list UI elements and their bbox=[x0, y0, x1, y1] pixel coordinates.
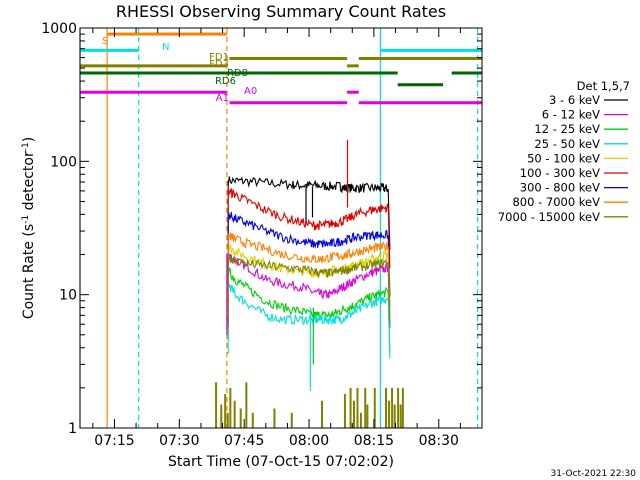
series-line-5 bbox=[227, 187, 391, 269]
legend-label-4: 50 - 100 keV bbox=[527, 151, 600, 165]
olive-bar-25 bbox=[399, 404, 402, 428]
olive-bar-12 bbox=[343, 393, 346, 428]
chart-title: RHESSI Observing Summary Count Rates bbox=[116, 2, 446, 21]
series-line-6 bbox=[227, 211, 391, 296]
olive-bar-23 bbox=[393, 404, 396, 428]
x-tick-label: 07:45 bbox=[224, 433, 264, 449]
legend-label-7: 800 - 7000 keV bbox=[512, 195, 600, 209]
olive-bar-26 bbox=[401, 387, 404, 428]
plot-area bbox=[79, 28, 479, 428]
olive-bar-13 bbox=[349, 387, 352, 428]
olive-bar-6 bbox=[239, 408, 242, 428]
flag-label-N: N bbox=[162, 42, 169, 53]
x-tick-label: 07:30 bbox=[159, 433, 199, 449]
olive-bar-14 bbox=[353, 400, 356, 428]
legend-label-6: 300 - 800 keV bbox=[520, 181, 600, 195]
y-axis-label-main: Count Rate (s bbox=[21, 224, 37, 319]
axes: 1 10 100 1000 07:15 07:30 07:45 08:00 08:15 08:30 bbox=[41, 21, 483, 449]
olive-bar-11 bbox=[321, 400, 324, 428]
y-tick-label: 1 bbox=[68, 421, 77, 437]
series-line-7 bbox=[227, 232, 391, 308]
series-line-3 bbox=[227, 282, 391, 359]
legend-title: Det 1,5,7 bbox=[577, 79, 630, 93]
olive-bar-20 bbox=[385, 387, 388, 428]
olive-bar-22 bbox=[391, 387, 394, 428]
olive-bar-21 bbox=[388, 400, 391, 428]
olive-bar-3 bbox=[226, 412, 229, 428]
olive-bar-16 bbox=[359, 412, 362, 428]
y-axis-label: Count Rate (s-1 detector-1) bbox=[21, 137, 37, 319]
y-axis-label-sup1: -1 bbox=[21, 215, 31, 224]
y-tick-label: 100 bbox=[50, 154, 77, 170]
olive-bar-24 bbox=[397, 387, 400, 428]
y-axis-label-end: ) bbox=[21, 137, 37, 142]
x-tick-label: 08:00 bbox=[289, 433, 329, 449]
flag-label-FD1: FD1 bbox=[209, 52, 229, 63]
olive-bar-18 bbox=[366, 404, 369, 428]
olive-bar-8 bbox=[251, 412, 254, 428]
olive-bar-5 bbox=[233, 400, 236, 428]
olive-bar-15 bbox=[356, 387, 359, 428]
x-tick-label: 08:30 bbox=[419, 433, 459, 449]
olive-bar-19 bbox=[373, 387, 376, 428]
flag-label-RD6: RD6 bbox=[215, 76, 236, 87]
olive-bar-0 bbox=[215, 382, 218, 428]
plot-frame bbox=[79, 27, 483, 429]
x-tick-label: 07:15 bbox=[94, 433, 134, 449]
legend-label-2: 12 - 25 keV bbox=[534, 122, 600, 136]
series-line-1 bbox=[227, 252, 391, 329]
flag-label-RD8: RD8 bbox=[227, 68, 248, 79]
olive-bar-4 bbox=[229, 387, 232, 428]
y-axis-label-mid: detector bbox=[21, 151, 37, 215]
olive-bar-10 bbox=[290, 412, 293, 428]
series-line-0 bbox=[227, 176, 391, 250]
series-line-8 bbox=[227, 255, 391, 324]
legend-label-0: 3 - 6 keV bbox=[549, 93, 600, 107]
flag-label-S: S bbox=[102, 36, 108, 47]
legend-label-5: 100 - 300 keV bbox=[520, 166, 600, 180]
olive-bar-7 bbox=[245, 382, 248, 428]
flag-label-FD3: FD3 bbox=[209, 59, 229, 70]
olive-bar-1 bbox=[220, 404, 223, 428]
legend-label-1: 6 - 12 keV bbox=[542, 108, 600, 122]
y-tick-label: 10 bbox=[59, 288, 77, 304]
x-axis-label: Start Time (07-Oct-15 07:02:02) bbox=[168, 454, 394, 470]
olive-bar-17 bbox=[364, 387, 367, 428]
flag-label-A1: A1 bbox=[216, 93, 229, 104]
legend-label-8: 7000 - 15000 keV bbox=[498, 210, 600, 224]
x-tick-label: 08:15 bbox=[354, 433, 394, 449]
olive-bar-2 bbox=[224, 393, 227, 428]
y-axis-label-sup2: -1 bbox=[21, 142, 31, 151]
flag-label-A0: A0 bbox=[244, 86, 257, 97]
olive-bar-9 bbox=[273, 408, 276, 428]
series-line-2 bbox=[227, 266, 391, 353]
legend-label-3: 25 - 50 keV bbox=[534, 137, 600, 151]
footer-date: 31-Oct-2021 22:30 bbox=[551, 469, 637, 479]
y-tick-label: 1000 bbox=[41, 21, 77, 37]
